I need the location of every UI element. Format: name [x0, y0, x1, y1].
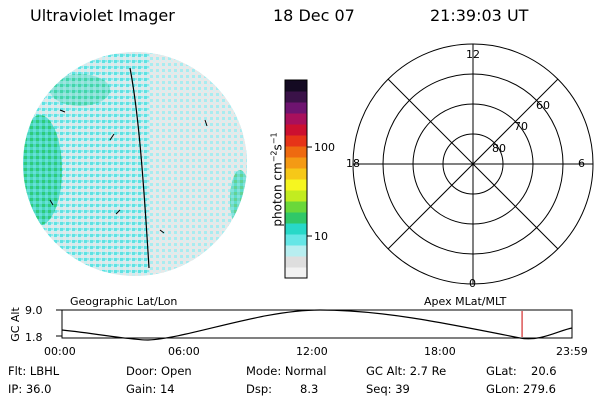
- info-gcalt: GC Alt: 2.7 Re: [366, 364, 447, 378]
- colorbar-cell: [285, 267, 307, 279]
- polar-label-0: 0: [469, 277, 476, 290]
- info-flt: Flt: LBHL: [8, 364, 60, 378]
- altitude-ylabel: GC Alt: [8, 307, 22, 342]
- colorbar-cell: [285, 168, 307, 180]
- polar-label-80: 80: [492, 142, 506, 155]
- right-caption: Apex MLat/MLT: [424, 295, 507, 308]
- colorbar-cell: [285, 190, 307, 202]
- instrument-title: Ultraviolet Imager: [30, 6, 175, 25]
- colorbar-cell: [285, 124, 307, 136]
- colorbar-cell: [285, 212, 307, 224]
- left-caption: Geographic Lat/Lon: [70, 295, 178, 308]
- polar-label-6: 6: [578, 157, 585, 170]
- date-label: 18 Dec 07: [273, 6, 355, 25]
- altitude-ytick-9: 9.0: [25, 304, 43, 317]
- altitude-xtick-1200: 12:00: [296, 345, 328, 358]
- colorbar-cell: [285, 157, 307, 169]
- info-dsp-value: 8.3: [300, 382, 319, 396]
- colorbar-cell: [285, 223, 307, 235]
- colorbar-cell: [285, 102, 307, 114]
- colorbar-cell: [285, 179, 307, 191]
- colorbar-cell: [285, 201, 307, 213]
- colorbar-cell: [285, 135, 307, 147]
- info-dsp-label: Dsp:: [246, 382, 273, 396]
- info-glat-value: 20.6: [531, 364, 557, 378]
- altitude-curve: [61, 309, 573, 341]
- colorbar-tick-100: 100: [314, 141, 335, 154]
- colorbar-cell: [285, 80, 307, 92]
- time-label: 21:39:03 UT: [430, 6, 529, 25]
- altitude-xtick-2359: 23:59: [556, 345, 588, 358]
- info-glon: GLon: 279.6: [486, 382, 556, 396]
- info-glat-label: GLat:: [486, 364, 517, 378]
- info-gain: Gain: 14: [126, 382, 175, 396]
- colorbar-cell: [285, 234, 307, 246]
- polar-label-70: 70: [514, 120, 528, 133]
- polar-label-60: 60: [536, 99, 550, 112]
- info-door: Door: Open: [126, 364, 192, 378]
- altitude-xtick-0000: 00:00: [44, 345, 76, 358]
- colorbar-cell: [285, 113, 307, 125]
- info-ip: IP: 36.0: [8, 382, 52, 396]
- altitude-xtick-0600: 06:00: [168, 345, 200, 358]
- info-seq: Seq: 39: [366, 382, 410, 396]
- info-mode: Mode: Normal: [246, 364, 327, 378]
- altitude-xtick-1800: 18:00: [424, 345, 456, 358]
- polar-label-12: 12: [466, 48, 480, 61]
- polar-label-18: 18: [346, 157, 360, 170]
- colorbar-tick-10: 10: [314, 230, 328, 243]
- altitude-ytick-1-8: 1.8: [25, 331, 43, 344]
- colorbar-cell: [285, 256, 307, 268]
- colorbar-cell: [285, 245, 307, 257]
- colorbar-cell: [285, 146, 307, 158]
- colorbar-cell: [285, 91, 307, 103]
